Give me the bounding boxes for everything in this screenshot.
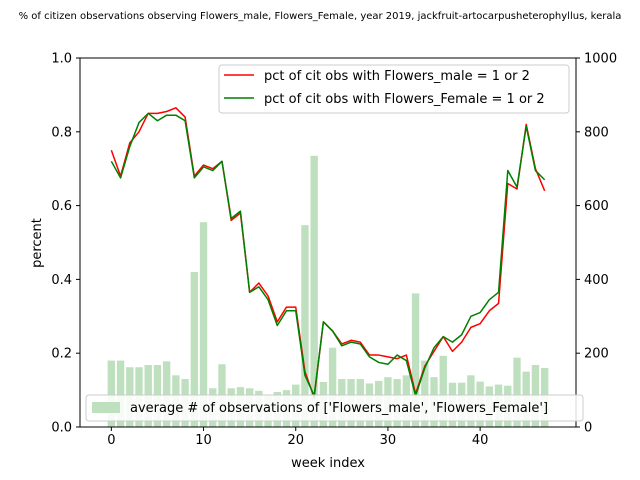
y-left-tick-label: 0.2: [51, 347, 72, 362]
bar-legend: average # of observations of ['Flowers_m…: [85, 394, 584, 422]
bar-week-44: [513, 357, 521, 427]
y-axis-label-left: percent: [30, 218, 45, 268]
bar-week-22: [310, 155, 318, 427]
bar-legend-label: average # of observations of ['Flowers_m…: [130, 401, 548, 416]
bar-week-9: [190, 272, 199, 427]
bar-series: [107, 155, 549, 427]
bar-week-36: [439, 355, 447, 427]
x-tick-label: 30: [380, 433, 397, 448]
y-left-tick-label: 0.8: [51, 125, 72, 140]
x-axis-label: week index: [291, 456, 365, 471]
line-legend-label-2: pct of cit obs with Flowers_Female = 1 o…: [264, 92, 545, 107]
y-right-tick-label: 1000: [584, 52, 617, 67]
bar-legend-swatch: [92, 402, 120, 413]
x-tick-label: 40: [472, 433, 489, 448]
x-axis: 0 10 20 30 40: [107, 427, 488, 448]
bar-week-6: [162, 361, 171, 427]
line-legend: pct of cit obs with Flowers_male = 1 or …: [218, 64, 570, 114]
y-right-tick-label: 400: [584, 273, 609, 288]
bar-legend-box: [85, 394, 584, 422]
x-tick-label: 10: [195, 433, 212, 448]
bar-week-0: [107, 360, 116, 427]
line-legend-label-1: pct of cit obs with Flowers_male = 1 or …: [264, 69, 530, 84]
x-tick-label: 20: [287, 433, 304, 448]
bar-week-33: [411, 293, 420, 427]
x-tick-label: 0: [107, 433, 115, 448]
y-right-tick-label: 0: [584, 421, 592, 436]
line-series-1: [110, 107, 546, 399]
y-left-tick-label: 1.0: [51, 52, 72, 67]
y-axis-left: 0.0 0.2 0.4 0.6 0.8 1.0: [51, 52, 80, 436]
y-right-tick-label: 800: [584, 125, 609, 140]
line-legend-box: [218, 64, 570, 114]
line-series-2: [110, 112, 546, 397]
line-series-group: [110, 107, 546, 399]
bar-week-34: [421, 360, 429, 427]
plot-frame: [79, 57, 577, 428]
y-right-tick-label: 200: [584, 347, 609, 362]
bar-week-24: [328, 347, 337, 427]
y-right-tick-label: 600: [584, 199, 609, 214]
y-axis-right: 0 200 400 600 800 1000: [576, 52, 617, 436]
y-left-tick-label: 0.4: [51, 273, 72, 288]
bar-week-1: [116, 360, 125, 427]
bar-week-21: [301, 225, 309, 427]
chart-title: % of citizen observations observing Flow…: [19, 11, 622, 22]
y-left-tick-label: 0.0: [51, 421, 72, 436]
bar-week-10: [199, 222, 208, 427]
y-left-tick-label: 0.6: [51, 199, 72, 214]
